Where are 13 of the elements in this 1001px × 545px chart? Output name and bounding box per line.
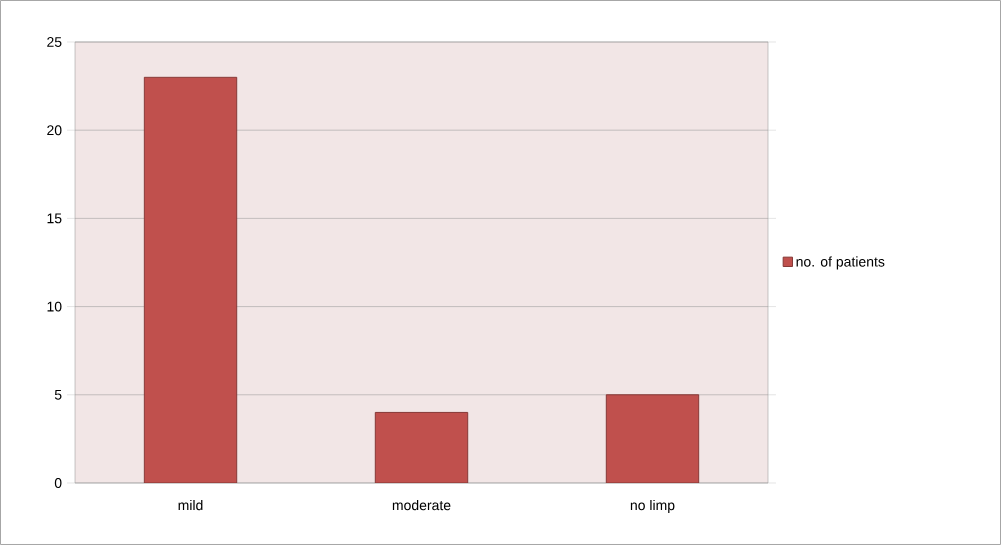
bar <box>605 394 700 483</box>
x-tick-label: no limp <box>630 499 675 513</box>
legend-label: no. of patients <box>796 256 885 270</box>
y-tick-label: 15 <box>47 213 62 224</box>
y-tick-label: 10 <box>47 301 62 312</box>
bar <box>374 411 469 483</box>
y-tick-label: 5 <box>54 389 62 400</box>
y-tick-label: 25 <box>47 37 62 47</box>
y-tick-label: 20 <box>47 125 62 136</box>
x-tick-label: moderate <box>392 499 451 511</box>
y-tick-label: 0 <box>54 478 62 488</box>
x-tick-label: mild <box>178 499 203 511</box>
bar <box>143 76 238 483</box>
